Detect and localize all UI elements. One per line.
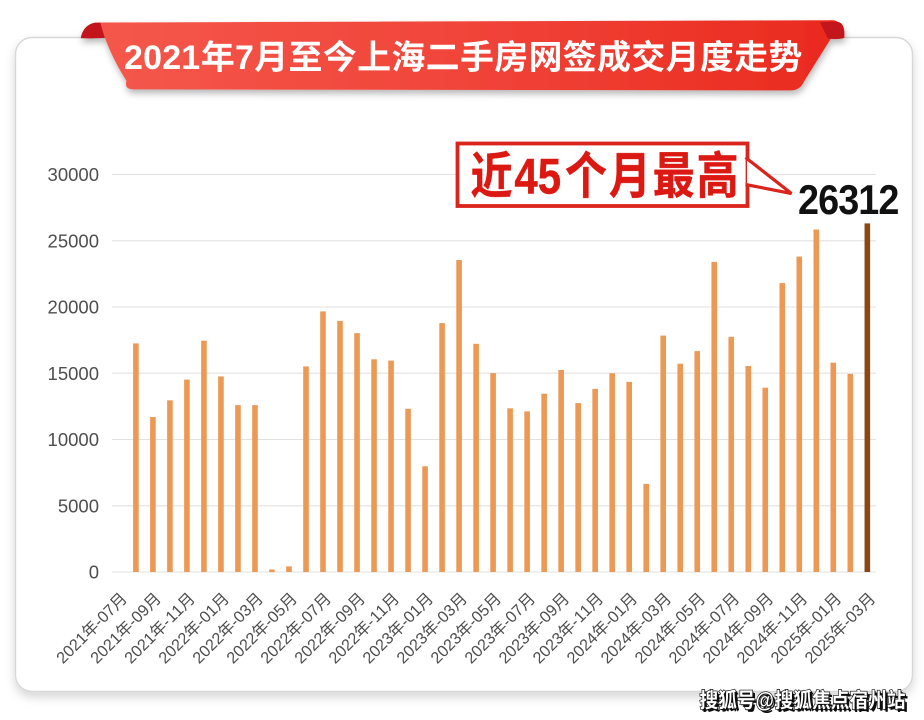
svg-text:30000: 30000 xyxy=(48,164,99,185)
svg-text:15000: 15000 xyxy=(48,363,99,384)
svg-text:26312: 26312 xyxy=(798,176,899,223)
svg-text:5000: 5000 xyxy=(58,495,99,516)
svg-text:20000: 20000 xyxy=(48,297,99,318)
svg-text:0: 0 xyxy=(89,562,99,583)
svg-text:7: 7 xyxy=(235,39,254,77)
svg-text:25000: 25000 xyxy=(48,230,99,251)
svg-text:45: 45 xyxy=(514,148,563,204)
svg-text:@: @ xyxy=(757,691,775,714)
svg-text:10000: 10000 xyxy=(48,429,99,450)
svg-text:2021: 2021 xyxy=(124,39,201,77)
svg-text:@: @ xyxy=(758,692,776,715)
svg-text:@: @ xyxy=(756,690,774,713)
